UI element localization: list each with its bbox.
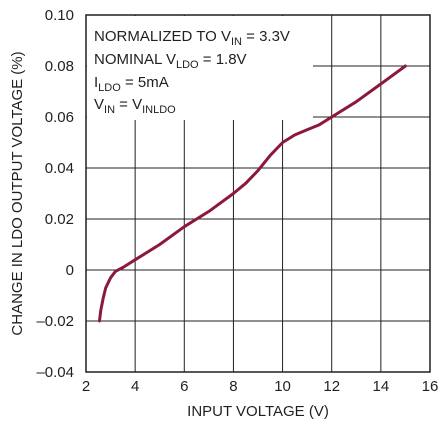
x-tick-label: 16 — [422, 378, 439, 395]
x-tick-label: 12 — [323, 378, 340, 395]
y-tick-label: 0.04 — [45, 160, 74, 177]
y-tick-label: 0.06 — [45, 109, 74, 126]
x-tick-label: 10 — [274, 378, 291, 395]
x-axis-label: INPUT VOLTAGE (V) — [187, 403, 329, 420]
annotation-background — [87, 16, 313, 120]
x-tick-label: 4 — [131, 378, 139, 395]
y-axis-label: CHANGE IN LDO OUTPUT VOLTAGE (%) — [9, 51, 26, 335]
x-tick-label: 14 — [373, 378, 390, 395]
series-line — [98, 64, 407, 323]
annotation-block: NORMALIZED TO VIN = 3.3V NOMINAL VLDO = 1… — [94, 28, 290, 116]
y-tick-label: 0.02 — [45, 211, 74, 228]
annotation-ildo: ILDO = 5mA — [94, 74, 169, 94]
y-tick-label: 0.10 — [45, 7, 74, 24]
x-tick-label: 2 — [82, 378, 90, 395]
annotation-nominal: NOMINAL VLDO = 1.8V — [94, 51, 247, 71]
tick-labels: 2 4 6 8 10 12 14 16 –0.04 –0.02 0 0.02 0.04 0.06 0.08 0… — [36, 7, 438, 395]
y-tick-label: 0 — [66, 262, 74, 279]
y-tick-label: 0.08 — [45, 58, 74, 75]
annotation-normalized: NORMALIZED TO VIN = 3.3V — [94, 28, 290, 48]
y-tick-label: –0.02 — [36, 313, 74, 330]
y-tick-label: –0.04 — [36, 364, 74, 381]
x-tick-label: 8 — [229, 378, 237, 395]
plot-frame — [85, 14, 431, 373]
x-tick-label: 6 — [180, 378, 188, 395]
annotation-vin: VIN = VINLDO — [94, 96, 176, 116]
